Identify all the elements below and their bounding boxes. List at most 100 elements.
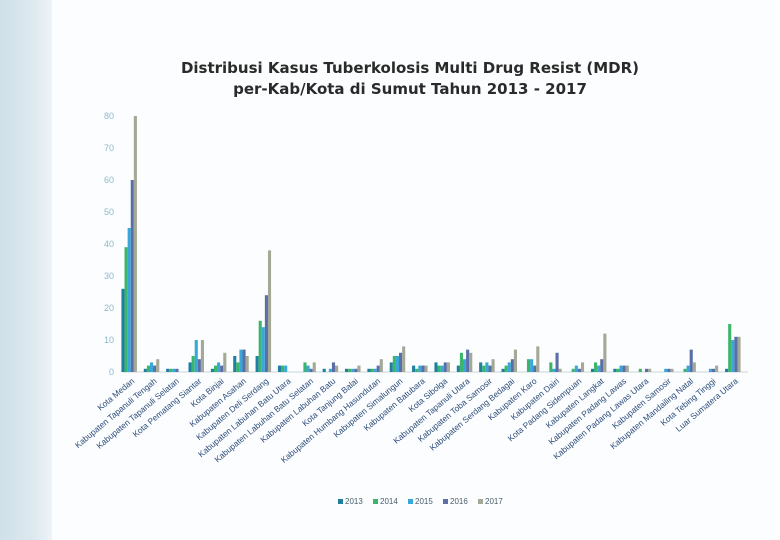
bar-2016-26 — [689, 349, 693, 372]
bar-2014-20 — [549, 362, 553, 372]
bar-2016-2 — [153, 365, 157, 372]
y-tick-label: 40 — [104, 239, 114, 249]
bar-2016-28 — [734, 336, 738, 372]
bar-2015-19 — [530, 359, 534, 372]
bar-2014-1 — [124, 247, 128, 372]
bar-2013-13 — [389, 362, 393, 372]
bar-2016-16 — [466, 349, 470, 372]
chart-title-line-2: per-Kab/Kota di Sumut Tahun 2013 - 2017 — [233, 80, 587, 98]
bar-2013-16 — [456, 365, 460, 372]
y-tick-label: 10 — [104, 335, 114, 345]
bar-2016-27 — [712, 368, 716, 372]
bar-2013-10 — [322, 368, 326, 372]
bar-2014-3 — [169, 368, 173, 372]
bar-2015-28 — [731, 340, 735, 372]
bar-2017-24 — [648, 368, 652, 372]
bar-2016-12 — [376, 365, 380, 372]
y-tick-label: 30 — [104, 271, 114, 281]
bar-2015-11 — [351, 368, 355, 372]
bar-2014-2 — [146, 365, 150, 372]
bar-2014-5 — [213, 365, 218, 372]
bar-2014-23 — [616, 368, 620, 372]
bar-2015-20 — [552, 368, 556, 372]
bar-2013-3 — [166, 368, 170, 372]
bar-2017-18 — [513, 349, 517, 372]
bar-2016-13 — [399, 352, 403, 372]
bar-2014-17 — [482, 365, 486, 372]
bar-2013-7 — [255, 356, 259, 372]
bar-2014-19 — [526, 359, 531, 372]
bar-2014-4 — [191, 356, 195, 372]
bar-2015-18 — [507, 362, 511, 372]
bar-2016-22 — [600, 359, 604, 372]
bar-2017-12 — [379, 359, 383, 372]
bar-2015-27 — [708, 368, 713, 372]
bar-2017-19 — [536, 346, 540, 372]
bar-2013-23 — [613, 368, 617, 372]
bar-2016-18 — [510, 359, 514, 372]
legend-swatch-2017 — [478, 499, 483, 504]
bar-2015-12 — [373, 368, 377, 372]
bar-2017-4 — [200, 340, 204, 372]
y-tick-label: 60 — [104, 175, 114, 185]
bar-2014-8 — [281, 365, 285, 372]
bar-2017-23 — [625, 365, 629, 372]
bar-2013-15 — [434, 362, 438, 372]
bar-2016-5 — [220, 365, 224, 372]
bar-2017-2 — [156, 359, 160, 372]
bar-2017-1 — [133, 116, 137, 372]
bar-2014-24 — [638, 368, 642, 372]
bar-2014-12 — [370, 368, 374, 372]
bar-2017-17 — [491, 359, 495, 372]
bar-2015-17 — [485, 362, 489, 372]
legend-swatch-2014 — [373, 499, 378, 504]
bar-2016-6 — [242, 349, 246, 372]
bar-2017-5 — [223, 352, 227, 372]
bar-2016-17 — [488, 365, 492, 372]
bar-2016-14 — [421, 365, 425, 372]
bar-2017-28 — [737, 336, 741, 372]
bar-2015-16 — [462, 359, 467, 372]
bar-2015-2 — [149, 362, 154, 372]
legend-label-2013: 2013 — [345, 497, 363, 506]
bar-2017-10 — [335, 365, 339, 372]
bar-2015-3 — [172, 368, 176, 372]
bar-2015-13 — [395, 356, 400, 372]
bar-2014-7 — [258, 320, 262, 372]
bar-2016-21 — [577, 368, 581, 372]
chart-title-line-1: Distribusi Kasus Tuberkolosis Multi Drug… — [180, 59, 640, 77]
bar-2017-6 — [245, 356, 249, 372]
bar-2015-26 — [686, 365, 690, 372]
bar-2014-18 — [504, 365, 508, 372]
legend-label-2016: 2016 — [450, 497, 468, 506]
legend-swatch-2016 — [443, 499, 448, 504]
bar-2015-10 — [328, 368, 332, 372]
bar-2013-14 — [412, 365, 416, 372]
bar-2015-14 — [418, 365, 422, 372]
legend-label-2015: 2015 — [415, 497, 433, 506]
slide-accent-bar — [0, 0, 52, 540]
chart-title: Distribusi Kasus Tuberkolosis Multi Drug… — [80, 58, 740, 100]
bar-2017-21 — [580, 362, 585, 372]
bar-2013-18 — [501, 368, 505, 372]
bar-2016-1 — [130, 180, 134, 372]
bar-2017-7 — [267, 250, 272, 372]
bar-2015-15 — [440, 365, 444, 372]
bar-2016-10 — [331, 362, 336, 372]
bar-2014-22 — [594, 362, 598, 372]
bar-2016-4 — [197, 359, 201, 372]
bar-2017-16 — [469, 352, 473, 372]
bar-2017-26 — [692, 362, 696, 372]
bar-2015-9 — [306, 365, 310, 372]
bar-2013-28 — [725, 368, 729, 372]
bar-2015-23 — [619, 365, 623, 372]
bar-2017-15 — [446, 362, 450, 372]
bar-2016-19 — [533, 365, 537, 372]
legend-label-2014: 2014 — [380, 497, 398, 506]
y-tick-label: 0 — [109, 367, 114, 377]
legend-swatch-2015 — [408, 499, 413, 504]
bar-2014-13 — [392, 356, 396, 372]
bar-2017-20 — [558, 368, 562, 372]
bar-2016-20 — [555, 352, 559, 372]
